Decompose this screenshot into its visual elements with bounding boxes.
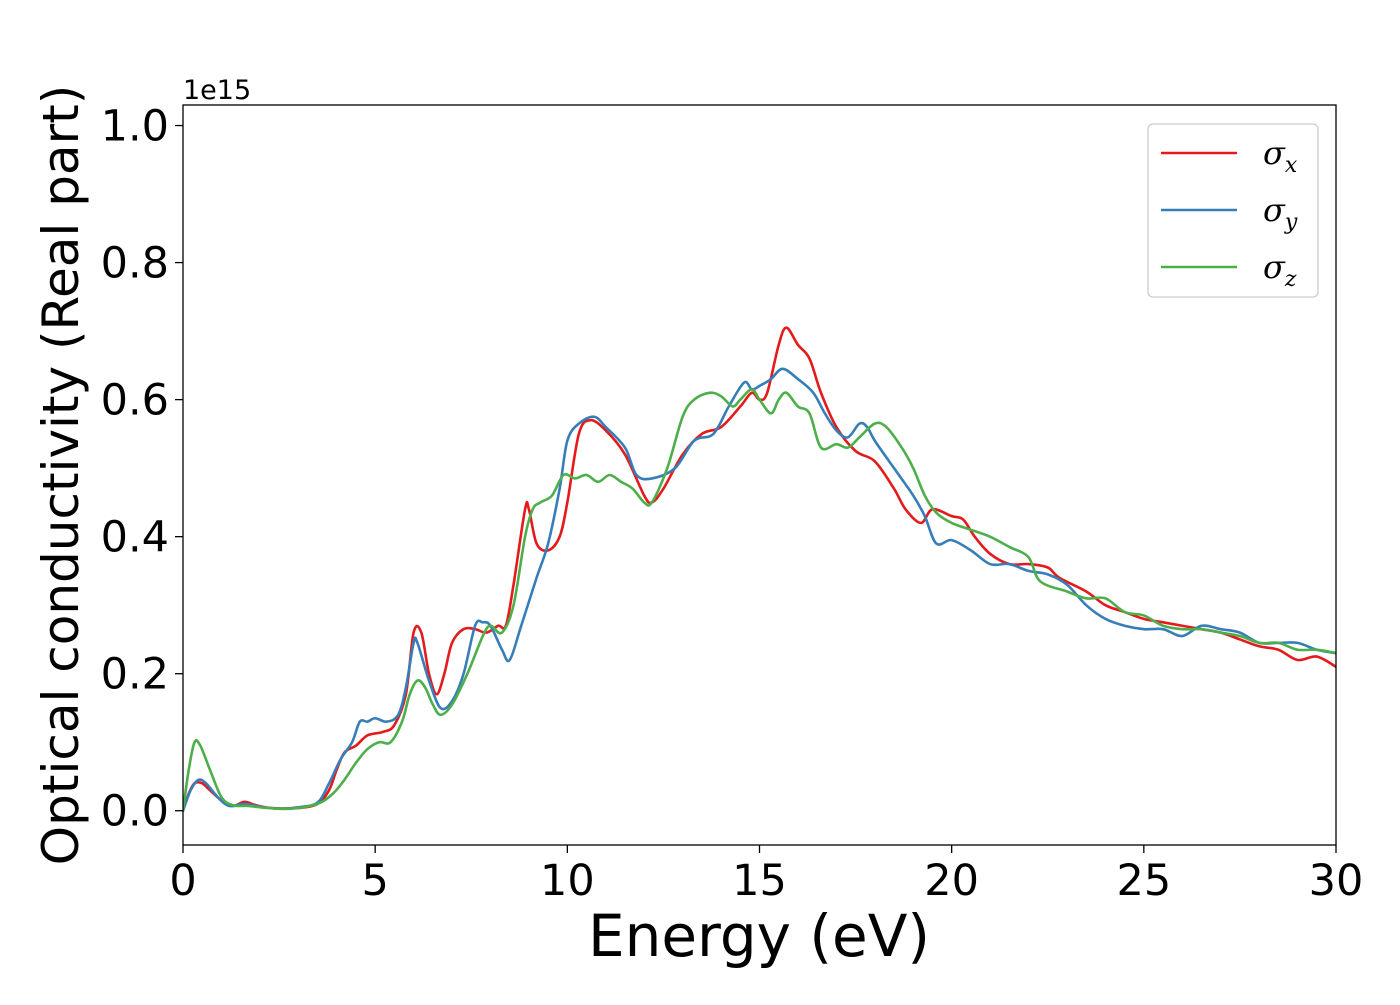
legend-subscript: y	[1284, 210, 1298, 235]
x-tick-label: 20	[924, 856, 979, 906]
y-axis-label: Optical conductivity (Real part)	[32, 85, 90, 866]
x-tick-label: 15	[732, 856, 787, 906]
legend-symbol: σ	[1263, 248, 1286, 286]
y-tick-label: 0.6	[101, 376, 169, 426]
y-tick-label: 1.0	[101, 102, 169, 152]
legend-label-z: σz	[1263, 248, 1297, 292]
legend-label-x: σx	[1263, 134, 1298, 178]
y-tick-label: 0.0	[101, 787, 169, 837]
x-tick-label: 10	[540, 856, 595, 906]
x-tick-label: 5	[361, 856, 388, 906]
y-tick-label: 0.4	[101, 513, 169, 563]
legend-label-y: σy	[1263, 191, 1298, 235]
legend-symbol: σ	[1263, 134, 1286, 172]
x-axis-label: Energy (eV)	[588, 902, 930, 970]
y-tick-label: 0.8	[101, 239, 169, 289]
series-layer	[183, 326, 1336, 813]
y-scale-offset-label: 1e15	[183, 75, 251, 106]
x-tick-label: 30	[1309, 856, 1364, 906]
y-tick-label: 0.2	[101, 650, 169, 700]
y-axis: 0.0 0.2 0.4 0.6 0.8 1.0	[101, 102, 183, 837]
legend-symbol: σ	[1263, 191, 1286, 229]
series-line-y	[183, 367, 1336, 813]
x-tick-label: 0	[169, 856, 196, 906]
x-axis: 0 5 10 15 20 25 30	[169, 845, 1363, 906]
series-line-z	[183, 388, 1336, 813]
legend-subscript: x	[1285, 153, 1298, 178]
x-tick-label: 25	[1116, 856, 1171, 906]
legend-subscript: z	[1284, 267, 1297, 292]
